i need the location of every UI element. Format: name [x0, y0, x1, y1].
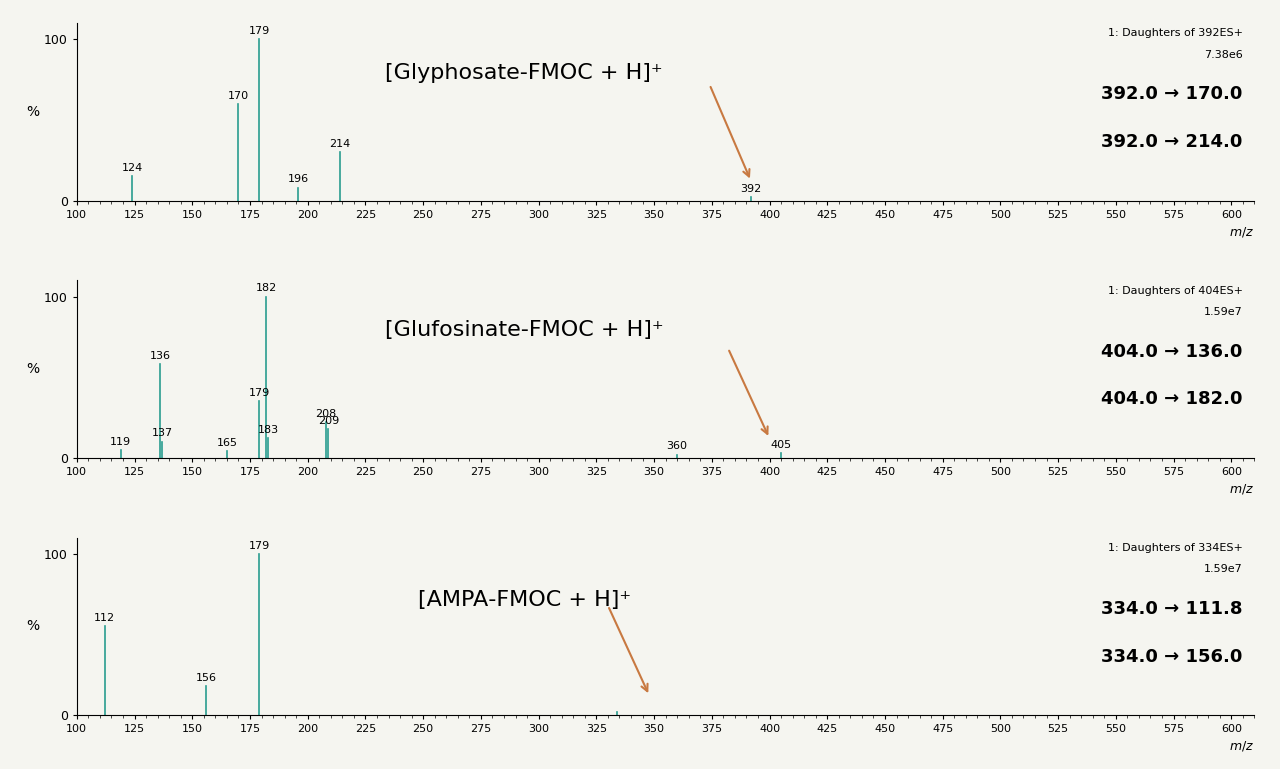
- Text: 179: 179: [248, 388, 270, 398]
- Text: 1: Daughters of 392ES+: 1: Daughters of 392ES+: [1107, 28, 1243, 38]
- Text: 112: 112: [93, 613, 115, 623]
- Text: 124: 124: [122, 163, 143, 173]
- Text: 179: 179: [248, 541, 270, 551]
- Text: 182: 182: [256, 283, 276, 293]
- Text: 392.0 → 170.0: 392.0 → 170.0: [1101, 85, 1243, 103]
- Text: 214: 214: [329, 139, 351, 149]
- Text: 392.0 → 214.0: 392.0 → 214.0: [1101, 133, 1243, 151]
- Text: 1: Daughters of 334ES+: 1: Daughters of 334ES+: [1107, 543, 1243, 553]
- Text: 196: 196: [288, 175, 308, 185]
- Y-axis label: %: %: [26, 620, 40, 634]
- Text: 405: 405: [771, 440, 791, 450]
- Text: 1.59e7: 1.59e7: [1204, 307, 1243, 317]
- Text: 119: 119: [110, 437, 132, 447]
- Text: [Glufosinate‑FMOC + H]⁺: [Glufosinate‑FMOC + H]⁺: [385, 320, 663, 340]
- Text: 208: 208: [316, 409, 337, 419]
- Text: 404.0 → 182.0: 404.0 → 182.0: [1101, 391, 1243, 408]
- Text: 156: 156: [196, 673, 216, 683]
- Text: 1: Daughters of 404ES+: 1: Daughters of 404ES+: [1107, 286, 1243, 296]
- Text: 137: 137: [151, 428, 173, 438]
- Text: 392: 392: [740, 184, 762, 194]
- Text: 334.0 → 111.8: 334.0 → 111.8: [1101, 600, 1243, 618]
- Text: $m/z$: $m/z$: [1229, 739, 1254, 754]
- Text: 179: 179: [248, 26, 270, 36]
- Text: 136: 136: [150, 351, 170, 361]
- Text: [Glyphosate‑FMOC + H]⁺: [Glyphosate‑FMOC + H]⁺: [385, 63, 663, 83]
- Text: 1.59e7: 1.59e7: [1204, 564, 1243, 574]
- Text: 183: 183: [257, 425, 279, 435]
- Text: 404.0 → 136.0: 404.0 → 136.0: [1101, 342, 1243, 361]
- Text: 170: 170: [228, 91, 250, 101]
- Text: 209: 209: [317, 415, 339, 425]
- Text: $m/z$: $m/z$: [1229, 225, 1254, 238]
- Text: 360: 360: [667, 441, 687, 451]
- Text: 165: 165: [216, 438, 237, 448]
- Text: $m/z$: $m/z$: [1229, 482, 1254, 496]
- Y-axis label: %: %: [26, 105, 40, 118]
- Y-axis label: %: %: [26, 362, 40, 376]
- Text: 7.38e6: 7.38e6: [1204, 50, 1243, 60]
- Text: [AMPA‑FMOC + H]⁺: [AMPA‑FMOC + H]⁺: [417, 590, 631, 610]
- Text: 334.0 → 156.0: 334.0 → 156.0: [1101, 647, 1243, 666]
